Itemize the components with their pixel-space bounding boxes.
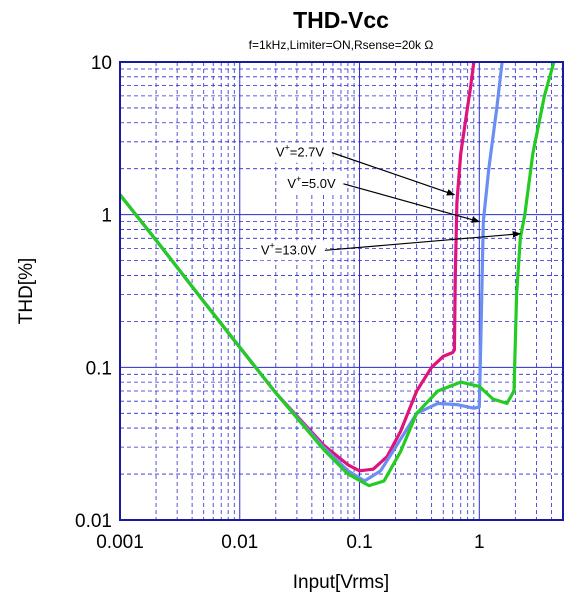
annotation-sup: +: [270, 240, 275, 250]
annotation-background: [284, 173, 345, 194]
x-tick-label: 1: [474, 532, 485, 553]
annotation-value: =13.0V: [275, 242, 317, 257]
series-line-3: [120, 62, 556, 488]
series-layer: [120, 62, 556, 488]
y-tick-label: 0.1: [86, 358, 112, 379]
annotation-sup: +: [284, 143, 289, 153]
annotation-label: V+=2.7V: [276, 143, 325, 160]
annotation-value: =5.0V: [301, 176, 336, 191]
annotation-v: V: [287, 176, 296, 191]
annotation-arrow: [343, 183, 481, 223]
x-tick-label: 0.1: [346, 532, 372, 553]
annotation-arrow: [324, 231, 522, 251]
series-line-2: [120, 62, 504, 483]
x-tick-label: 0.001: [96, 532, 144, 553]
annotation-layer: V+=2.7VV+=5.0VV+=13.0V: [257, 142, 522, 261]
plot-frame: [119, 61, 564, 521]
annotation-label: V+=5.0V: [287, 174, 336, 191]
y-tick-label: 0.01: [75, 511, 112, 532]
x-axis-label: Input[Vrms]: [293, 572, 389, 593]
y-tick-label: 10: [91, 53, 112, 74]
chart-title: THD-Vcc: [293, 7, 389, 33]
x-tick-label: 0.01: [221, 532, 258, 553]
annotation-label: V+=13.0V: [261, 240, 317, 257]
annotation-v: V: [276, 145, 285, 160]
chart-subtitle: f=1kHz,Limiter=ON,Rsense=20k Ω: [249, 38, 434, 52]
y-tick-label: 1: [101, 206, 112, 227]
annotation-background: [257, 240, 326, 261]
grid-lines: [119, 61, 564, 521]
annotation-arrow: [331, 152, 456, 196]
annotation-background: [272, 142, 333, 163]
annotation-sup: +: [296, 174, 301, 184]
y-axis-label: THD[%]: [16, 258, 37, 325]
annotation-v: V: [261, 242, 270, 257]
annotation-value: =2.7V: [290, 145, 325, 160]
